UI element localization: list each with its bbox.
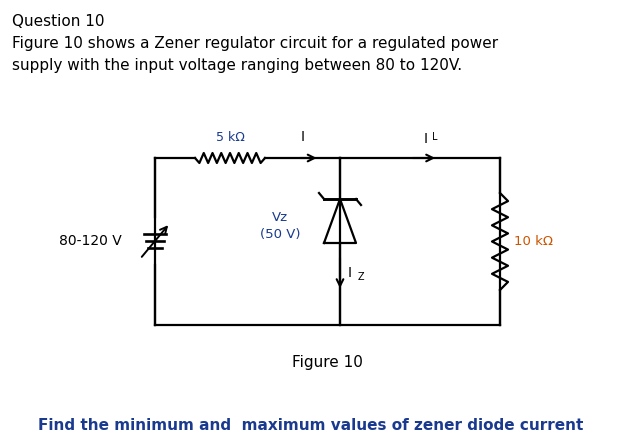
Text: L: L (432, 132, 437, 142)
Text: 5 kΩ: 5 kΩ (216, 131, 244, 144)
Text: Z: Z (358, 272, 364, 282)
Text: 80-120 V: 80-120 V (58, 234, 121, 248)
Text: Vz
(50 V): Vz (50 V) (260, 211, 300, 241)
Text: I: I (424, 132, 428, 146)
Text: 10 kΩ: 10 kΩ (514, 235, 553, 248)
Text: I: I (348, 266, 352, 280)
Text: Figure 10: Figure 10 (292, 355, 363, 370)
Text: Figure 10 shows a Zener regulator circuit for a regulated power
supply with the : Figure 10 shows a Zener regulator circui… (12, 36, 498, 73)
Text: Question 10: Question 10 (12, 14, 104, 29)
Text: I: I (300, 130, 305, 144)
Text: Find the minimum and  maximum values of zener diode current: Find the minimum and maximum values of z… (39, 418, 583, 433)
